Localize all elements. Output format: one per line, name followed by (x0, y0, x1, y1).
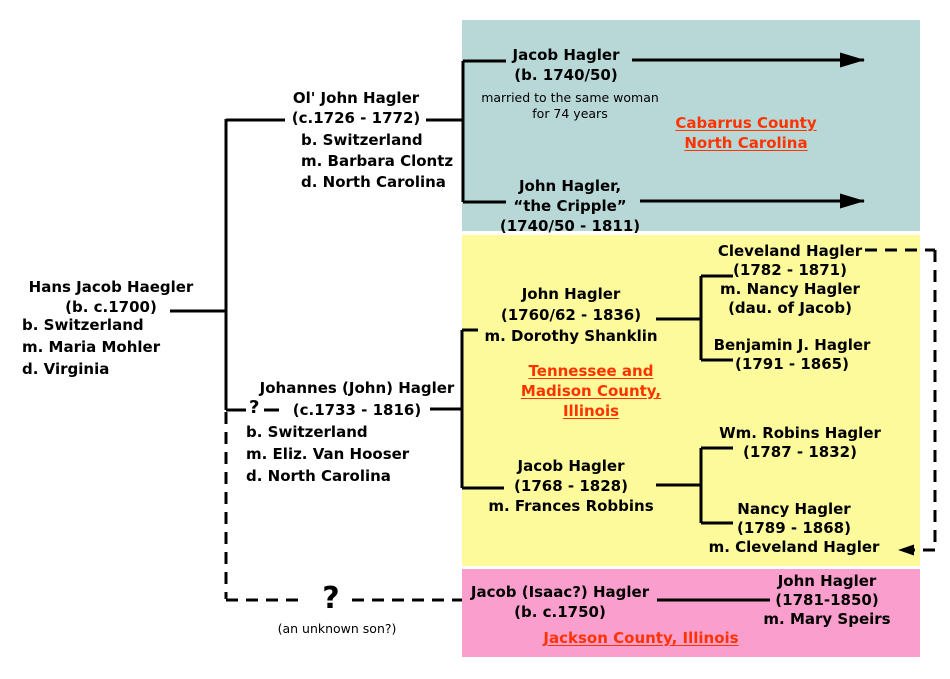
person-name: Nancy Hagler (737, 500, 851, 518)
person-dates: (1740/50 - 1811) (499, 217, 641, 235)
person-married: m. Frances Robbins (488, 497, 654, 515)
person-married: m. Barbara Clontz (301, 152, 454, 170)
person-name: Jacob Hagler (512, 46, 620, 64)
location-label-tennessee: Tennessee and Madison County, Illinois (521, 361, 661, 421)
person-dates: (b. c.1700) (65, 298, 157, 316)
person-ol-john-details: b. Switzerland m. Barbara Clontz d. Nort… (301, 130, 453, 193)
person-dates: (b. c.1750) (514, 603, 606, 621)
person-dates: (1760/62 - 1836) (500, 306, 642, 324)
person-wm-robins-hagler: Wm. Robins Hagler (1787 - 1832) (719, 424, 881, 462)
person-johannes-details: b. Switzerland m. Eliz. Van Hooser d. No… (246, 421, 409, 487)
person-dates: (1787 - 1832) (743, 443, 857, 461)
person-died: d. North Carolina (246, 467, 391, 485)
person-name: Johannes (John) Hagler (259, 379, 455, 397)
location-line: Jackson County, Illinois (543, 629, 739, 647)
person-name: Jacob (Isaac?) Hagler (470, 583, 650, 601)
person-johannes-hagler: Johannes (John) Hagler (c.1733 - 1816) (260, 377, 455, 421)
dashed-connectors (224, 248, 937, 602)
solid-connectors (170, 52, 865, 602)
person-jacob-b1740: Jacob Hagler (b. 1740/50) (513, 45, 620, 85)
person-dates: (1789 - 1868) (737, 519, 851, 537)
person-jacob-1768: Jacob Hagler (1768 - 1828) m. Frances Ro… (488, 456, 653, 516)
person-dates: (1781-1850) (775, 591, 879, 609)
person-died: d. North Carolina (301, 173, 446, 191)
note-line: for 74 years (532, 106, 608, 121)
person-born: b. Switzerland (22, 316, 144, 334)
person-dates: (1782 - 1871) (733, 261, 847, 279)
location-line: Illinois (562, 402, 620, 420)
location-line: Madison County, (520, 382, 662, 400)
person-jacob-isaac-hagler: Jacob (Isaac?) Hagler (b. c.1750) (471, 582, 649, 622)
person-dates: (c.1726 - 1772) (291, 109, 421, 127)
person-name: Cleveland Hagler (717, 242, 863, 260)
person-married: m. Mary Speirs (763, 610, 891, 628)
person-dates: (b. 1740/50) (514, 66, 618, 84)
person-married: m. Dorothy Shanklin (484, 327, 658, 345)
note-line: married to the same woman (481, 90, 659, 105)
person-married: m. Nancy Hagler (720, 280, 860, 298)
person-name: Wm. Robins Hagler (719, 424, 881, 442)
person-born: b. Switzerland (246, 423, 368, 441)
person-john-the-cripple: John Hagler, “the Cripple” (1740/50 - 18… (500, 176, 640, 236)
location-line: Cabarrus County (675, 114, 817, 132)
person-married: m. Cleveland Hagler (708, 538, 880, 556)
person-nickname: “the Cripple” (513, 197, 627, 215)
johannes-uncertainty-mark: ? (249, 397, 260, 418)
location-label-jackson: Jackson County, Illinois (543, 628, 738, 649)
person-john-1760: John Hagler (1760/62 - 1836) m. Dorothy … (484, 284, 657, 347)
person-ol-john-hagler: Ol' John Hagler (c.1726 - 1772) (292, 88, 420, 128)
person-name: Ol' John Hagler (292, 89, 420, 107)
person-hans-jacob-haegler: Hans Jacob Haegler (b. c.1700) (29, 277, 194, 317)
location-label-cabarrus: Cabarrus County North Carolina (675, 113, 816, 153)
person-hans-details: b. Switzerland m. Maria Mohler d. Virgin… (22, 314, 160, 380)
person-married: m. Maria Mohler (22, 338, 161, 356)
person-name: Benjamin J. Hagler (713, 336, 871, 354)
person-nancy-hagler: Nancy Hagler (1789 - 1868) m. Cleveland … (709, 500, 880, 557)
unknown-son-question-mark: ? (322, 581, 340, 616)
person-john-1781: John Hagler (1781-1850) m. Mary Speirs (763, 572, 890, 629)
region-jackson-county (462, 569, 920, 657)
unknown-son-caption: (an unknown son?) (277, 621, 397, 636)
location-line: North Carolina (684, 134, 808, 152)
region-tennessee-madison (462, 235, 920, 566)
person-married-note: (dau. of Jacob) (728, 299, 852, 317)
person-name: John Hagler, (518, 177, 622, 195)
person-cleveland-hagler: Cleveland Hagler (1782 - 1871) m. Nancy … (718, 242, 862, 318)
location-line: Tennessee and (528, 362, 654, 380)
person-dates: (1791 - 1865) (735, 355, 849, 373)
person-name: Jacob Hagler (517, 457, 625, 475)
person-dates: (c.1733 - 1816) (292, 401, 422, 419)
person-name: John Hagler (521, 285, 621, 303)
person-benjamin-hagler: Benjamin J. Hagler (1791 - 1865) (714, 336, 871, 374)
person-name: Hans Jacob Haegler (28, 278, 194, 296)
jacob-b1740-marriage-note: married to the same woman for 74 years (481, 90, 659, 122)
person-dates: (1768 - 1828) (514, 477, 628, 495)
person-died: d. Virginia (22, 360, 110, 378)
person-married: m. Eliz. Van Hooser (246, 445, 410, 463)
person-born: b. Switzerland (301, 131, 423, 149)
person-name: John Hagler (777, 572, 877, 590)
